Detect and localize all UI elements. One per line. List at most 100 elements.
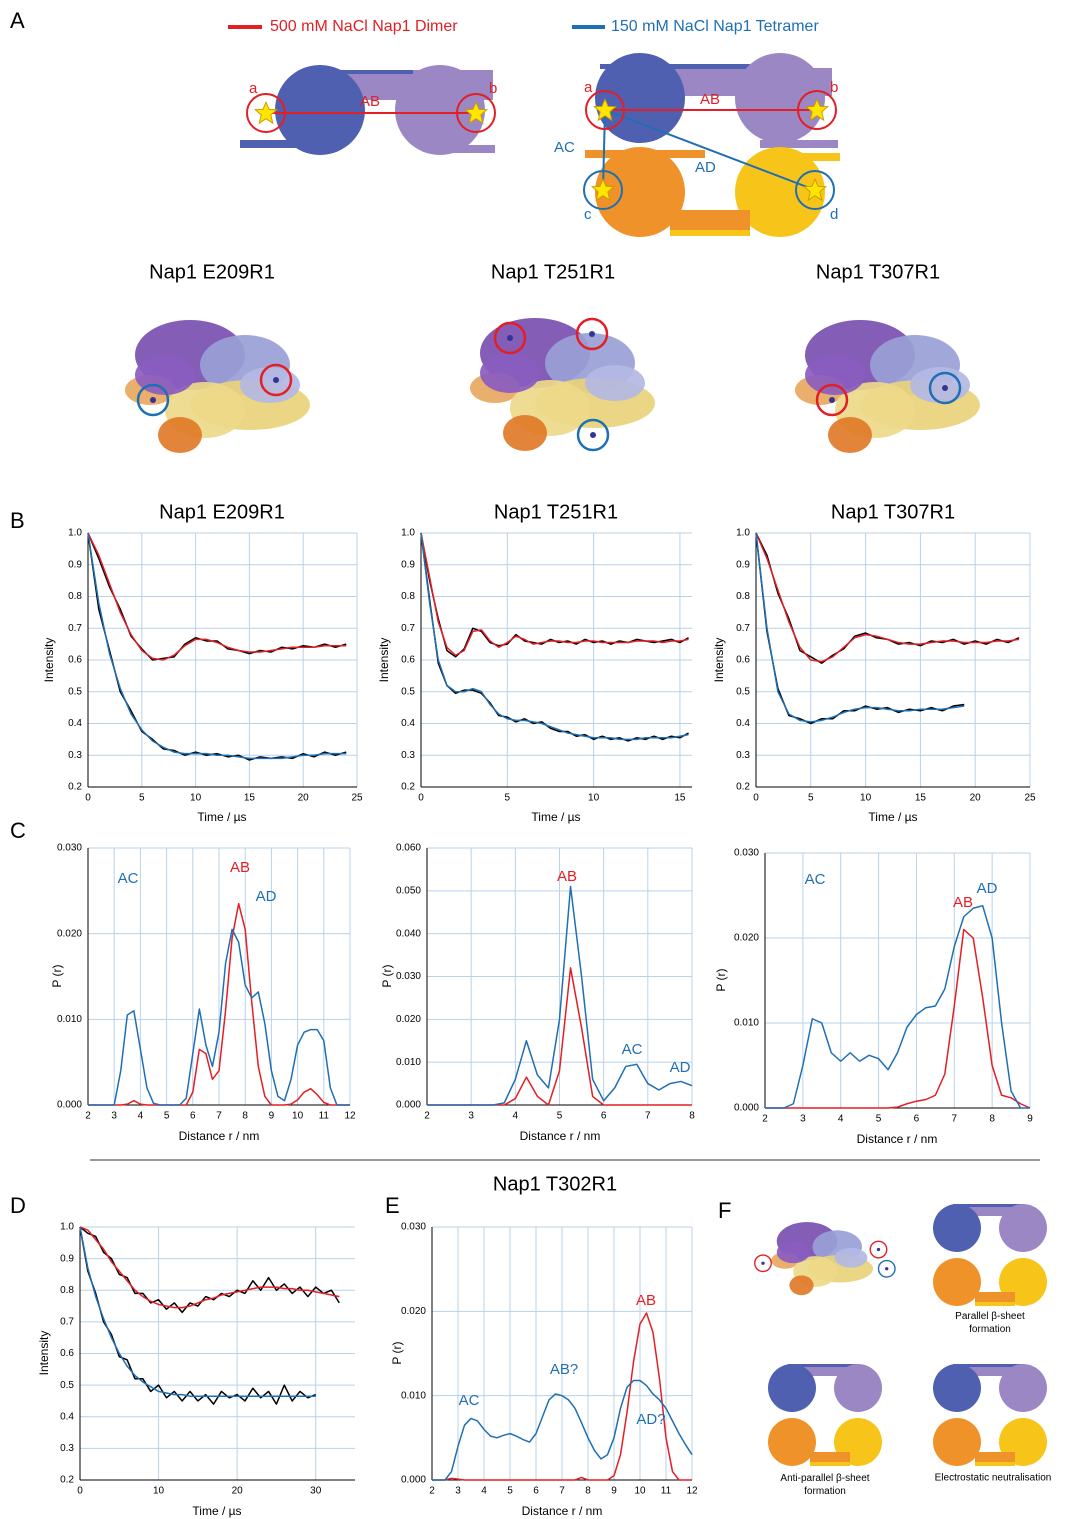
series-line [87, 532, 347, 760]
x-tick-label: 10 [588, 793, 600, 804]
y-tick-label: 0.6 [401, 655, 415, 666]
label-site [589, 331, 595, 337]
label-site [942, 385, 948, 391]
structure-title: Nap1 T251R1 [491, 261, 615, 283]
y-tick-label: 0.000 [401, 1475, 426, 1486]
y-tick-label: 0.030 [401, 1222, 426, 1233]
dimer-diagram: a b AB [240, 65, 497, 155]
protein-blob [503, 415, 547, 451]
series-line [87, 532, 347, 761]
y-tick-label: 0.9 [736, 559, 750, 570]
y-tick-label: 0.6 [60, 1348, 74, 1359]
x-tick-label: 3 [800, 1114, 806, 1125]
y-tick-label: 0.9 [60, 1253, 74, 1264]
annotation: AC [622, 1041, 643, 1058]
diagram-label: AC [554, 139, 575, 156]
annotation: AB [953, 894, 973, 911]
panel-labels: A B C D E F [10, 8, 731, 1223]
x-tick-label: 0 [753, 793, 759, 804]
diagram-label: AB [700, 91, 720, 108]
chart: 0.2 0.3 0.4 0.5 0.6 0.7 0.8 0.9 1.0 0 10 20 30 Time /… [37, 1222, 355, 1518]
site-ring [754, 1254, 772, 1273]
protein-blob [776, 1241, 810, 1264]
x-tick-label: 6 [601, 1111, 607, 1122]
y-axis-label: P (r) [50, 964, 64, 987]
y-tick-label: 0.6 [68, 655, 82, 666]
chart-title: Nap1 T302R1 [493, 1173, 617, 1195]
y-tick-label: 0.2 [401, 782, 415, 793]
y-tick-label: 0.3 [60, 1443, 74, 1454]
x-tick-label: 3 [455, 1486, 461, 1497]
x-tick-label: 9 [1027, 1114, 1033, 1125]
diagram-label: b [489, 80, 497, 97]
series-line [765, 928, 1031, 1109]
series-line [432, 1379, 693, 1481]
series-line [420, 532, 689, 741]
y-tick-label: 0.6 [736, 655, 750, 666]
y-tick-label: 0.010 [401, 1390, 426, 1401]
panel-label: B [10, 508, 25, 533]
chart-title: Nap1 E209R1 [159, 501, 285, 523]
x-tick-label: 30 [310, 1486, 322, 1497]
x-tick-label: 3 [468, 1111, 474, 1122]
x-tick-label: 5 [557, 1111, 563, 1122]
y-tick-label: 0.020 [57, 928, 82, 939]
diagram-label: d [830, 206, 838, 223]
diagram-label: a [249, 80, 258, 97]
series-line [420, 532, 689, 656]
annotation: AB [230, 859, 250, 876]
x-tick-label: 20 [232, 1486, 244, 1497]
y-tick-label: 0.8 [736, 591, 750, 602]
x-tick-label: 7 [559, 1486, 565, 1497]
y-tick-label: 0.4 [401, 718, 415, 729]
y-axis-label: Intensity [377, 638, 391, 683]
annotation: AC [805, 871, 826, 888]
series-line [765, 904, 1030, 1109]
protein-blob [158, 417, 202, 453]
legend-text: 150 mM NaCl Nap1 Tetramer [611, 18, 819, 35]
site-ring [493, 321, 527, 355]
y-tick-label: 0.3 [401, 750, 415, 761]
x-tick-label: 8 [242, 1111, 248, 1122]
x-tick-label: 5 [507, 1486, 513, 1497]
y-tick-label: 0.030 [57, 843, 82, 854]
x-tick-label: 11 [661, 1486, 672, 1497]
y-tick-label: 0.9 [68, 559, 82, 570]
site-ring [869, 1240, 888, 1259]
series-line [755, 532, 1020, 664]
y-tick-label: 0.7 [60, 1317, 74, 1328]
series-line [88, 928, 350, 1106]
x-tick-label: 4 [481, 1486, 487, 1497]
x-tick-label: 15 [674, 793, 686, 804]
x-tick-label: 12 [344, 1111, 356, 1122]
x-tick-label: 10 [190, 793, 202, 804]
site-ring [259, 363, 293, 397]
site-ring [576, 418, 610, 452]
x-axis-label: Time / µs [197, 810, 246, 824]
site-ring [877, 1259, 896, 1278]
series-line [755, 532, 1020, 663]
x-tick-label: 0 [77, 1486, 83, 1497]
y-tick-label: 0.020 [734, 933, 759, 944]
x-axis-label: Distance r / nm [857, 1132, 938, 1146]
x-tick-label: 7 [952, 1114, 958, 1125]
diagram-label: c [584, 206, 592, 223]
y-tick-label: 0.4 [60, 1411, 74, 1422]
protein-blob [240, 367, 300, 403]
y-tick-label: 0.2 [60, 1475, 74, 1486]
caption: Anti-parallel β-sheet formation [780, 1473, 869, 1497]
x-axis-label: Distance r / nm [179, 1129, 260, 1143]
chart: 0.000 0.010 0.020 0.030 2 3 4 5 6 7 8 9 10 11 12 Distan… [50, 843, 356, 1144]
x-axis-label: Distance r / nm [522, 1504, 603, 1518]
x-tick-label: 11 [319, 1111, 330, 1122]
y-tick-label: 0.7 [401, 623, 415, 634]
label-site [273, 377, 279, 383]
x-tick-label: 10 [860, 793, 872, 804]
chart: 0.2 0.3 0.4 0.5 0.6 0.7 0.8 0.9 1.0 0 5 10 15 Nap1 T2… [377, 501, 692, 824]
x-tick-label: 2 [424, 1111, 430, 1122]
y-tick-label: 0.5 [60, 1380, 74, 1391]
protein-blob [828, 417, 872, 453]
chart-title: Nap1 T307R1 [831, 501, 955, 523]
x-tick-label: 20 [970, 793, 982, 804]
x-axis-label: Time / µs [192, 1504, 241, 1518]
